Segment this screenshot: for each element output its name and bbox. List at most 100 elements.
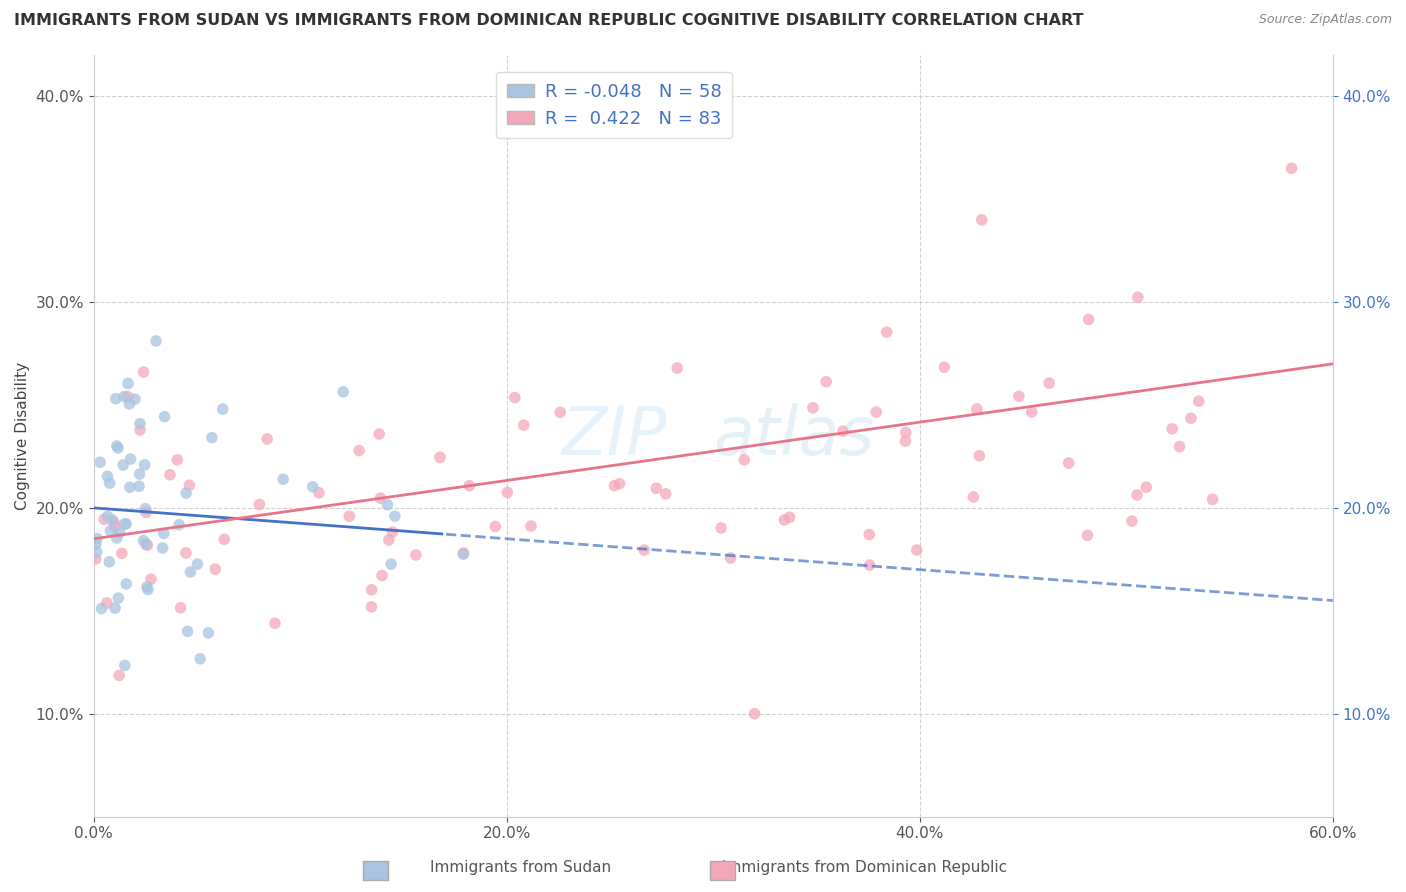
- Text: Immigrants from Dominican Republic: Immigrants from Dominican Republic: [723, 861, 1007, 875]
- Point: [773, 513, 796, 527]
- Point: [135, 537, 157, 551]
- Point: [114, 658, 136, 673]
- Point: [84, 537, 107, 551]
- Point: [633, 543, 655, 558]
- Point: [97, 509, 120, 524]
- Text: Immigrants from Sudan: Immigrants from Sudan: [430, 861, 610, 875]
- Point: [733, 453, 755, 467]
- Point: [1121, 514, 1143, 528]
- Point: [179, 478, 201, 492]
- Y-axis label: Cognitive Disability: Cognitive Disability: [15, 362, 30, 510]
- Text: ZIP: ZIP: [561, 403, 666, 469]
- Point: [129, 423, 152, 437]
- Text: Source: ZipAtlas.com: Source: ZipAtlas.com: [1258, 13, 1392, 27]
- Point: [360, 599, 382, 614]
- Point: [484, 519, 506, 533]
- Point: [603, 478, 626, 492]
- Point: [117, 376, 139, 391]
- Point: [101, 513, 124, 527]
- Point: [905, 543, 928, 558]
- Point: [186, 557, 208, 571]
- Point: [271, 472, 294, 486]
- Point: [152, 541, 174, 555]
- Point: [214, 533, 236, 547]
- Point: [380, 557, 402, 571]
- Point: [111, 546, 134, 560]
- Point: [153, 409, 176, 424]
- Point: [136, 582, 159, 597]
- Point: [609, 476, 631, 491]
- Point: [188, 652, 211, 666]
- Text: atlas: atlas: [713, 403, 875, 469]
- Point: [98, 524, 121, 538]
- Point: [1201, 492, 1223, 507]
- Point: [86, 532, 108, 546]
- Point: [858, 527, 880, 541]
- Point: [132, 365, 155, 379]
- Point: [1135, 480, 1157, 494]
- Point: [496, 485, 519, 500]
- Point: [176, 624, 198, 639]
- Point: [86, 545, 108, 559]
- Point: [1126, 290, 1149, 304]
- Point: [815, 375, 838, 389]
- Point: [1038, 376, 1060, 391]
- Point: [368, 427, 391, 442]
- Point: [458, 479, 481, 493]
- Point: [347, 443, 370, 458]
- Point: [1281, 161, 1303, 176]
- Point: [384, 509, 406, 524]
- Point: [966, 402, 988, 417]
- Point: [128, 479, 150, 493]
- Point: [98, 476, 121, 491]
- Point: [107, 591, 129, 606]
- Point: [136, 580, 159, 594]
- Point: [136, 538, 159, 552]
- Point: [512, 418, 534, 433]
- Point: [429, 450, 451, 465]
- Point: [876, 325, 898, 339]
- Point: [152, 526, 174, 541]
- Point: [134, 458, 156, 472]
- Point: [247, 498, 270, 512]
- Point: [969, 449, 991, 463]
- Point: [174, 546, 197, 560]
- Point: [858, 558, 880, 573]
- Point: [118, 480, 141, 494]
- Point: [103, 516, 125, 530]
- Point: [503, 391, 526, 405]
- Point: [90, 601, 112, 615]
- Point: [801, 401, 824, 415]
- Point: [1057, 456, 1080, 470]
- Point: [371, 568, 394, 582]
- Point: [1077, 312, 1099, 326]
- Point: [654, 487, 676, 501]
- Point: [256, 432, 278, 446]
- Point: [308, 485, 330, 500]
- Point: [1008, 389, 1031, 403]
- Point: [211, 402, 233, 417]
- Point: [132, 533, 155, 548]
- Point: [166, 452, 188, 467]
- Point: [970, 212, 993, 227]
- Point: [360, 582, 382, 597]
- Point: [894, 425, 917, 440]
- Point: [167, 517, 190, 532]
- Point: [104, 601, 127, 615]
- Point: [548, 405, 571, 419]
- Point: [115, 577, 138, 591]
- Point: [105, 531, 128, 545]
- Point: [264, 616, 287, 631]
- Point: [120, 452, 142, 467]
- Point: [134, 501, 156, 516]
- Point: [115, 516, 138, 531]
- Point: [128, 467, 150, 481]
- Point: [1180, 411, 1202, 425]
- Point: [135, 505, 157, 519]
- Point: [98, 555, 121, 569]
- Point: [1188, 394, 1211, 409]
- Point: [93, 512, 115, 526]
- Point: [117, 390, 139, 404]
- Point: [139, 572, 162, 586]
- Point: [744, 706, 766, 721]
